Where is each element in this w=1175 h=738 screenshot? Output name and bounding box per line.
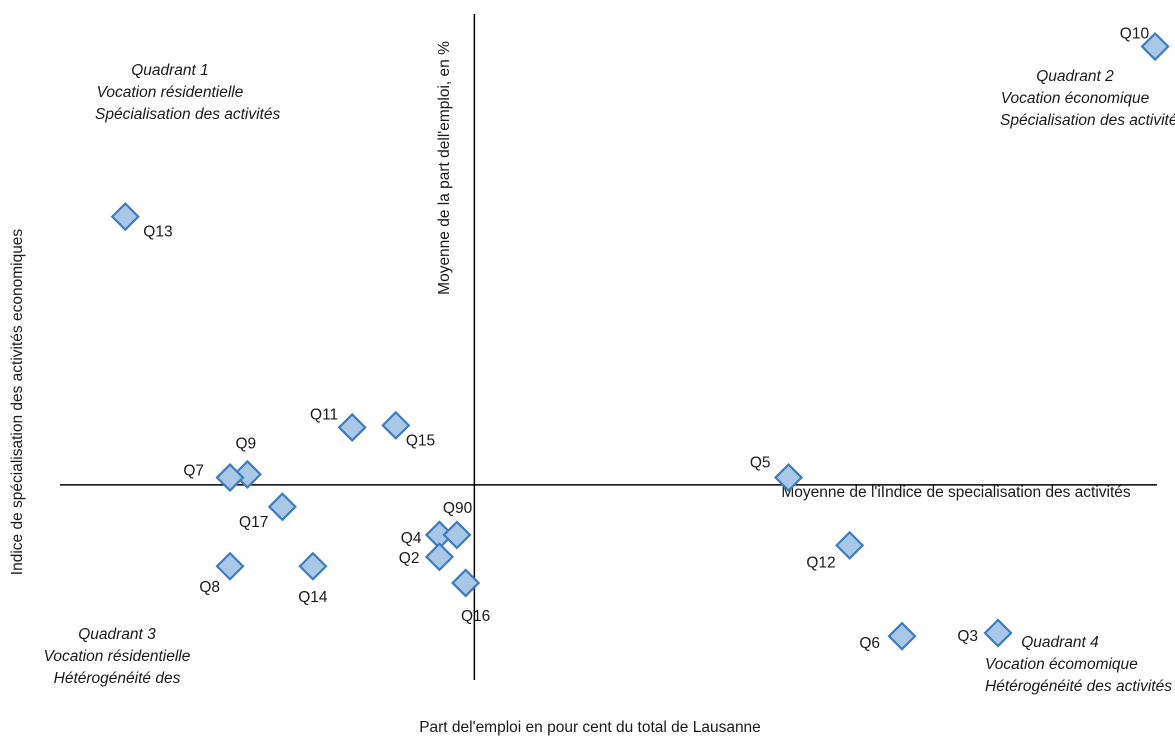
point-q14 <box>298 551 328 581</box>
quadrant-4-line1: Vocation écomomique <box>985 656 1138 673</box>
point-label-q4: Q4 <box>401 530 422 547</box>
quadrant-2-line1: Vocation économique <box>1000 90 1150 107</box>
quadrant-2-title: Quadrant 2 <box>1036 68 1114 85</box>
point-q13 <box>110 202 140 232</box>
quadrant-4-annotation: Quadrant 4 Vocation écomomique Hétérogén… <box>985 632 1172 698</box>
point-label-q10: Q10 <box>1120 26 1150 43</box>
point-label-q11: Q11 <box>310 406 338 423</box>
quadrant-1-annotation: Quadrant 1 Vocation résidentielle Spécia… <box>95 60 281 126</box>
point-label-q7: Q7 <box>183 463 204 480</box>
axes <box>60 14 1157 680</box>
point-q3 <box>983 618 1013 648</box>
quadrant-2-annotation: Quadrant 2 Vocation économique Spécialis… <box>1000 66 1175 132</box>
quadrant-2-line2: Spécialisation des activités <box>1000 112 1175 129</box>
point-label-q9: Q9 <box>235 435 256 452</box>
point-q8 <box>215 551 245 581</box>
point-q15 <box>381 410 411 440</box>
point-label-q12: Q12 <box>806 554 835 571</box>
point-label-q16: Q16 <box>461 608 490 625</box>
point-label-q3: Q3 <box>957 628 978 645</box>
point-label-q14: Q14 <box>298 589 328 606</box>
point-label-q17: Q17 <box>239 514 268 531</box>
point-label-q2: Q2 <box>399 550 420 567</box>
point-label-q8: Q8 <box>199 579 220 596</box>
point-q10 <box>1140 31 1170 62</box>
quadrant-3-line1: Vocation résidentielle <box>43 648 191 665</box>
quadrant-1-line1: Vocation résidentielle <box>96 84 244 101</box>
point-q7 <box>215 462 245 493</box>
quadrant-4-line2: Hétérogénéité des activités <box>985 678 1172 695</box>
point-q11 <box>337 412 367 442</box>
point-label-q5: Q5 <box>750 455 771 472</box>
horizontal-mean-line-label: Moyenne de l'iIndice de specialisation d… <box>781 484 1131 501</box>
quadrant-4-title: Quadrant 4 <box>1021 634 1099 651</box>
x-axis-title: Part del'emploi en pour cent du total de… <box>419 719 761 736</box>
quadrant-1-line2: Spécialisation des activités <box>95 106 281 123</box>
data-points: Q13 Q11 Q15 Q9 Q7 Q17 Q8 Q14 Q4 Q90 Q2 Q16 Q5 Q12 Q6 Q3… <box>110 26 1170 652</box>
point-label-q6: Q6 <box>859 635 880 652</box>
point-q2 <box>424 542 455 572</box>
point-q17 <box>267 492 297 522</box>
y-axis-title: Indice de spécialisation des activités e… <box>9 229 26 576</box>
point-q6 <box>887 621 917 651</box>
point-label-q90: Q90 <box>443 500 473 517</box>
quadrant-3-line2: Hétérogénéité des <box>53 670 181 687</box>
point-q90 <box>442 520 472 550</box>
point-q5 <box>773 462 804 493</box>
quadrant-3-title: Quadrant 3 <box>78 626 156 643</box>
point-q16 <box>451 568 481 598</box>
point-label-q13: Q13 <box>143 224 172 241</box>
quadrant-3-annotation: Quadrant 3 Vocation résidentielle Hétéro… <box>42 624 192 690</box>
quadrant-1-title: Quadrant 1 <box>131 62 209 79</box>
vertical-mean-line-label: Moyenne de la part dell'emploi, en % <box>436 41 453 295</box>
point-label-q15: Q15 <box>406 432 435 449</box>
point-q12 <box>835 530 865 560</box>
